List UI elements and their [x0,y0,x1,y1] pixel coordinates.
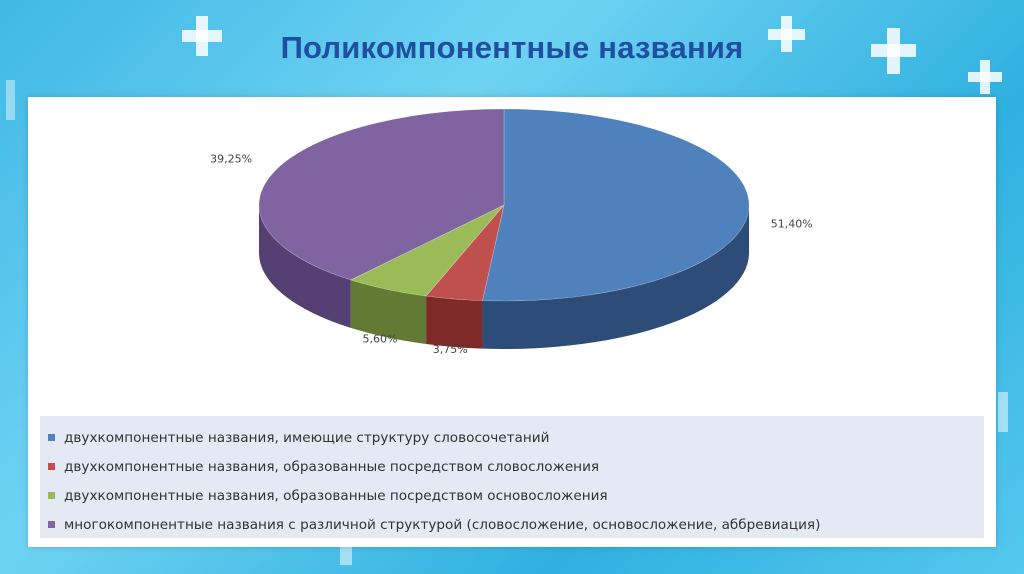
legend-label: двухкомпонентные названия, образованные … [64,487,608,504]
legend-item: двухкомпонентные названия, образованные … [48,452,984,481]
legend-swatch [48,521,55,528]
pie-side-1 [426,296,483,349]
cross-decoration [968,72,1002,82]
pie-slice-3 [258,108,505,281]
cross-decoration [768,29,805,40]
pie-side-0 [482,205,749,349]
data-label-2: 5,60% [362,332,397,345]
cross-decoration [871,44,916,57]
legend-label: многокомпонентные названия с различной с… [64,516,821,533]
pie-side-2 [350,279,427,345]
cross-decoration [340,547,352,565]
legend-swatch [48,492,55,499]
pie-top-faces [258,108,750,302]
data-label-1: 3,75% [433,343,468,356]
pie-slice-1 [425,204,505,301]
legend-swatch [48,463,55,470]
pie-slice-0 [482,108,750,302]
data-label-3: 39,25% [210,153,252,166]
pie-side-walls [259,205,749,349]
cross-decoration [6,80,15,120]
chart-legend: двухкомпонентные названия, имеющие струк… [40,416,984,538]
legend-item: многокомпонентные названия с различной с… [48,510,984,539]
data-label-0: 51,40% [771,218,813,231]
pie-chart: 51,40% 3,75% 5,60% 39,25% [210,108,813,356]
pie-slice-2 [350,204,505,297]
cross-decoration [998,392,1008,432]
legend-item: двухкомпонентные названия, образованные … [48,481,984,510]
legend-item: двухкомпонентные названия, имеющие струк… [48,423,984,452]
chart-panel: 51,40% 3,75% 5,60% 39,25% двухкомпонентные … [28,97,996,547]
legend-label: двухкомпонентные названия, имеющие струк… [64,429,550,446]
legend-swatch [48,434,55,441]
cross-decoration [182,30,222,42]
slide-title: Поликомпонентные названия [280,30,744,65]
pie-side-3 [259,205,351,328]
legend-label: двухкомпонентные названия, образованные … [64,458,600,475]
